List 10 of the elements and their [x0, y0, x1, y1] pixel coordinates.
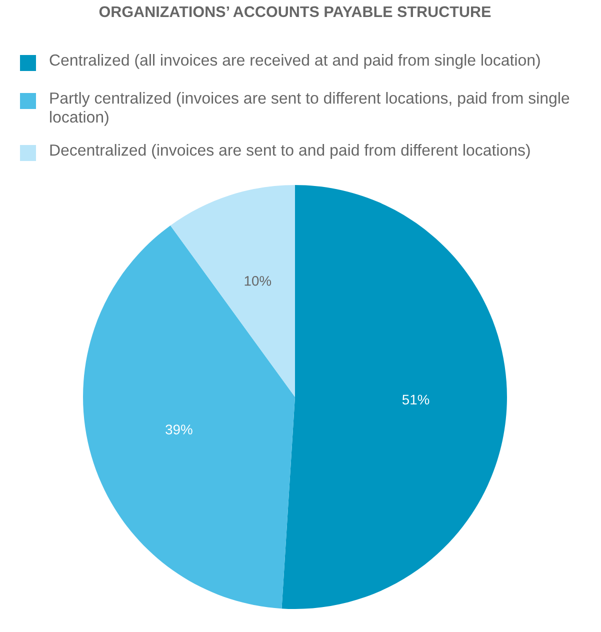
legend-label: Partly centralized (invoices are sent to different locations, paid from single location) — [50, 92, 570, 126]
pie-slice — [282, 185, 507, 609]
legend-label: Decentralized (invoices are sent to and paid from different locations) — [50, 144, 530, 159]
chart-title: ORGANIZATIONS’ ACCOUNTS PAYABLE STRUCTURE — [99, 6, 491, 18]
pie-slice — [170, 185, 295, 397]
data-label: 39% — [166, 424, 192, 434]
data-label: 10% — [244, 276, 272, 286]
legend-label: Centralized (all invoices are received at and paid from single location) — [50, 54, 540, 69]
pie-slice — [83, 225, 295, 609]
data-label: 51% — [402, 394, 430, 405]
